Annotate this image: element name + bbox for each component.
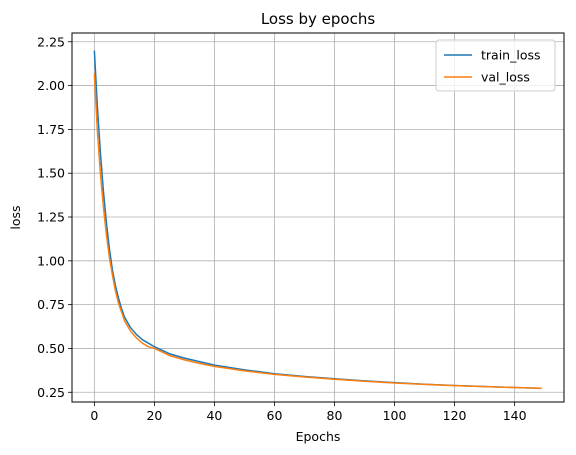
y-tick-label: 0.50 bbox=[37, 341, 65, 356]
series-line-val_loss bbox=[93, 73, 542, 389]
y-tick-label: 0.75 bbox=[37, 297, 65, 312]
series-line-train_loss bbox=[93, 50, 542, 390]
grid bbox=[72, 33, 564, 402]
x-tick-label: 100 bbox=[383, 408, 407, 423]
x-tick-label: 80 bbox=[327, 408, 343, 423]
legend-label-train_loss: train_loss bbox=[481, 48, 541, 63]
x-axis-label: Epochs bbox=[296, 429, 341, 444]
x-tick-label: 60 bbox=[267, 408, 283, 423]
legend-box bbox=[435, 39, 556, 92]
x-tick-label: 120 bbox=[443, 408, 467, 423]
x-tick-label: 0 bbox=[90, 408, 98, 423]
x-tick-label: 40 bbox=[206, 408, 222, 423]
x-tick-label: 20 bbox=[146, 408, 162, 423]
y-tick-label: 2.00 bbox=[37, 78, 65, 93]
x-tick-label: 140 bbox=[503, 408, 527, 423]
series-layer bbox=[93, 50, 542, 390]
y-tick-label: 1.50 bbox=[37, 166, 65, 181]
ticks: 0 20 40 60 80 100 120 140 0.25 0.50 0.75 1.00 1.25 1.… bbox=[37, 34, 526, 423]
y-axis-label: loss bbox=[8, 205, 23, 229]
y-tick-label: 1.25 bbox=[37, 210, 65, 225]
y-tick-label: 2.25 bbox=[37, 34, 65, 49]
legend: train_loss val_loss bbox=[435, 39, 556, 92]
legend-label-val_loss: val_loss bbox=[481, 70, 530, 85]
chart-title: Loss by epochs bbox=[261, 10, 376, 28]
plot-frame bbox=[71, 32, 565, 403]
y-tick-label: 1.00 bbox=[37, 253, 65, 268]
y-tick-label: 1.75 bbox=[37, 122, 65, 137]
y-tick-label: 0.25 bbox=[37, 385, 65, 400]
